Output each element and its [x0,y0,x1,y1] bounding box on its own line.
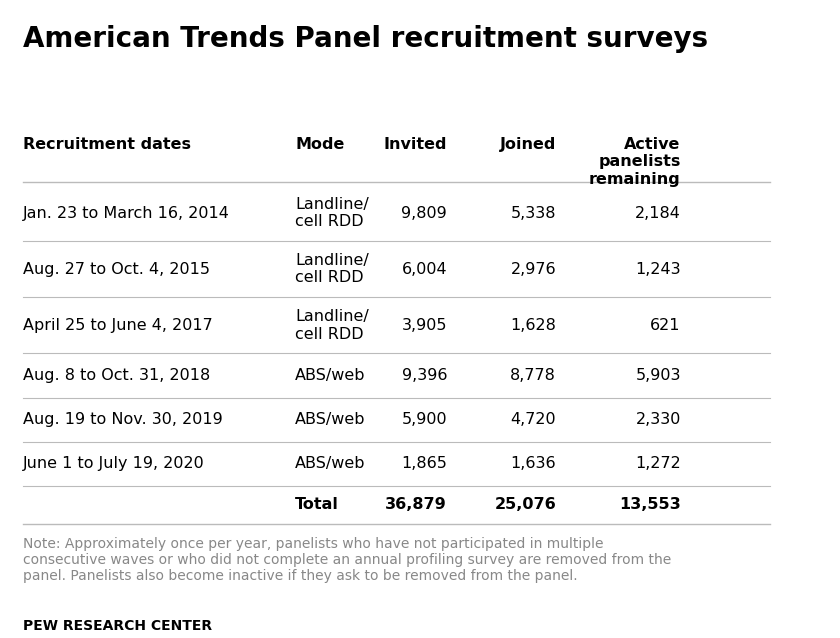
Text: American Trends Panel recruitment surveys: American Trends Panel recruitment survey… [23,25,707,53]
Text: April 25 to June 4, 2017: April 25 to June 4, 2017 [23,318,213,333]
Text: Total: Total [295,497,339,512]
Text: 3,905: 3,905 [402,318,447,333]
Text: 5,900: 5,900 [402,412,447,427]
Text: 5,903: 5,903 [635,368,680,383]
Text: Aug. 8 to Oct. 31, 2018: Aug. 8 to Oct. 31, 2018 [23,368,210,383]
Text: Aug. 27 to Oct. 4, 2015: Aug. 27 to Oct. 4, 2015 [23,262,209,277]
Text: 8,778: 8,778 [510,368,556,383]
Text: June 1 to July 19, 2020: June 1 to July 19, 2020 [23,456,204,471]
Text: 25,076: 25,076 [495,497,556,512]
Text: Joined: Joined [500,137,556,152]
Text: Mode: Mode [295,137,344,152]
Text: 1,865: 1,865 [402,456,447,471]
Text: Invited: Invited [384,137,447,152]
Text: 9,396: 9,396 [402,368,447,383]
Text: Note: Approximately once per year, panelists who have not participated in multip: Note: Approximately once per year, panel… [23,537,671,583]
Text: Jan. 23 to March 16, 2014: Jan. 23 to March 16, 2014 [23,205,229,221]
Text: 1,628: 1,628 [510,318,556,333]
Text: 1,243: 1,243 [635,262,680,277]
Text: Active
panelists
remaining: Active panelists remaining [589,137,680,186]
Text: Landline/
cell RDD: Landline/ cell RDD [295,309,369,341]
Text: 4,720: 4,720 [511,412,556,427]
Text: Aug. 19 to Nov. 30, 2019: Aug. 19 to Nov. 30, 2019 [23,412,223,427]
Text: Recruitment dates: Recruitment dates [23,137,191,152]
Text: 5,338: 5,338 [511,205,556,221]
Text: 621: 621 [650,318,680,333]
Text: 36,879: 36,879 [386,497,447,512]
Text: Landline/
cell RDD: Landline/ cell RDD [295,253,369,285]
Text: PEW RESEARCH CENTER: PEW RESEARCH CENTER [23,618,212,632]
Text: 9,809: 9,809 [402,205,447,221]
Text: 1,272: 1,272 [635,456,680,471]
Text: ABS/web: ABS/web [295,456,365,471]
Text: 13,553: 13,553 [619,497,680,512]
Text: 2,184: 2,184 [635,205,680,221]
Text: ABS/web: ABS/web [295,412,365,427]
Text: 2,330: 2,330 [635,412,680,427]
Text: Landline/
cell RDD: Landline/ cell RDD [295,197,369,229]
Text: ABS/web: ABS/web [295,368,365,383]
Text: 2,976: 2,976 [511,262,556,277]
Text: 6,004: 6,004 [402,262,447,277]
Text: 1,636: 1,636 [511,456,556,471]
